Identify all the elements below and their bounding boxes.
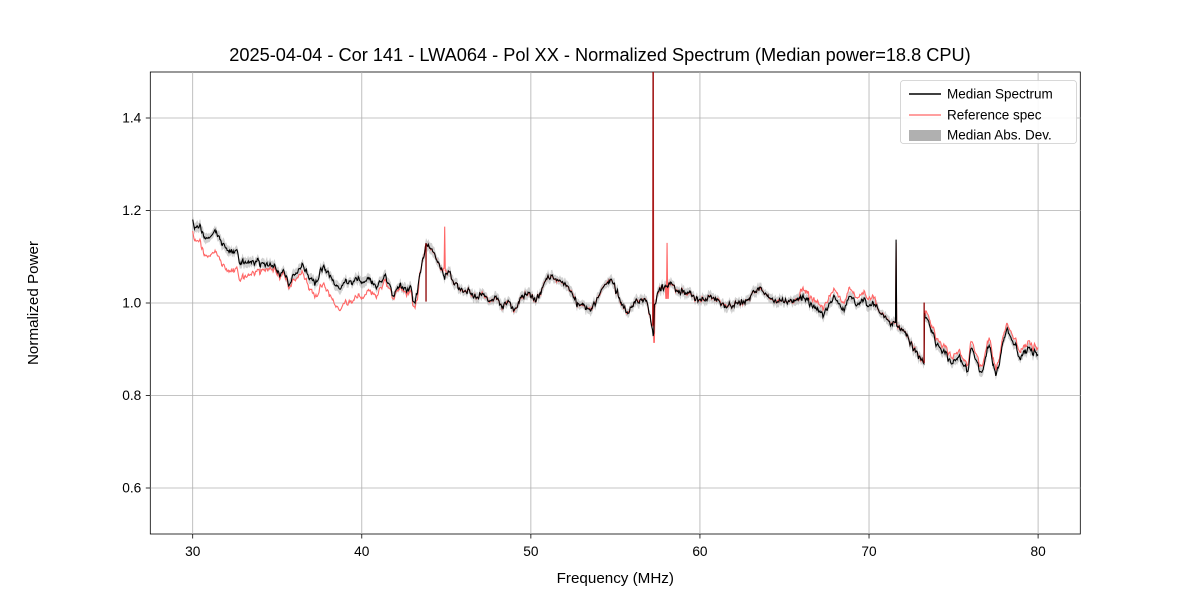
svg-text:1.4: 1.4 (122, 111, 141, 126)
svg-text:80: 80 (1030, 544, 1046, 559)
svg-text:60: 60 (692, 544, 708, 559)
svg-text:0.8: 0.8 (122, 388, 141, 403)
svg-text:Frequency (MHz): Frequency (MHz) (557, 570, 674, 587)
svg-text:Reference spec: Reference spec (947, 108, 1042, 123)
svg-text:30: 30 (185, 544, 201, 559)
svg-text:Normalized Power: Normalized Power (25, 241, 42, 365)
svg-text:1.2: 1.2 (122, 203, 141, 218)
svg-text:Median Abs. Dev.: Median Abs. Dev. (947, 128, 1052, 143)
svg-text:40: 40 (354, 544, 370, 559)
svg-text:1.0: 1.0 (122, 296, 141, 311)
svg-text:50: 50 (523, 544, 539, 559)
svg-text:70: 70 (861, 544, 877, 559)
svg-text:0.6: 0.6 (122, 481, 141, 496)
svg-text:2025-04-04 - Cor 141 - LWA064: 2025-04-04 - Cor 141 - LWA064 - Pol XX -… (229, 45, 970, 65)
svg-text:Median Spectrum: Median Spectrum (947, 87, 1053, 102)
